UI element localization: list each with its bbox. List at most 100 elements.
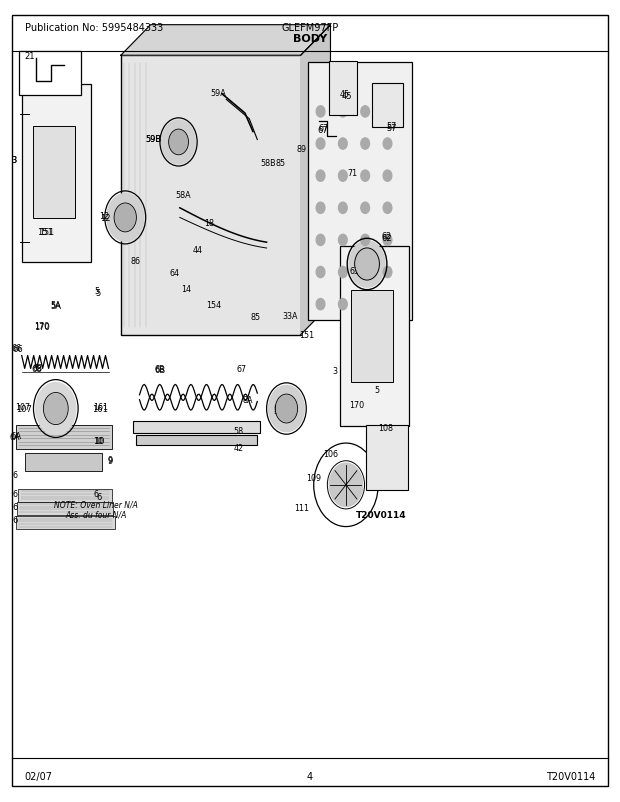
Text: 8A: 8A — [243, 395, 253, 405]
Bar — [308, 63, 412, 321]
Text: 5: 5 — [374, 385, 379, 395]
Text: 9: 9 — [108, 456, 113, 466]
Text: 67: 67 — [237, 364, 247, 374]
Text: BODY: BODY — [293, 34, 327, 43]
Text: 5A: 5A — [50, 302, 61, 311]
Text: 106: 106 — [323, 449, 338, 459]
Circle shape — [383, 203, 392, 214]
Text: 6: 6 — [94, 489, 99, 499]
Text: 12: 12 — [100, 213, 110, 223]
Circle shape — [316, 203, 325, 214]
Text: 108: 108 — [378, 423, 393, 433]
Text: 6A: 6A — [10, 431, 21, 440]
Text: 33A: 33A — [283, 311, 298, 321]
Text: 42: 42 — [234, 443, 244, 452]
Text: 161: 161 — [92, 404, 108, 414]
Circle shape — [383, 139, 392, 150]
Circle shape — [339, 203, 347, 214]
Text: 151: 151 — [299, 330, 314, 340]
Circle shape — [361, 299, 370, 310]
Text: 5: 5 — [95, 286, 100, 296]
Circle shape — [339, 139, 347, 150]
Text: Publication No: 5995484333: Publication No: 5995484333 — [25, 23, 163, 33]
Circle shape — [383, 235, 392, 246]
Circle shape — [361, 203, 370, 214]
Bar — [19, 52, 81, 96]
Text: 67: 67 — [319, 124, 329, 133]
Bar — [372, 83, 403, 128]
Bar — [33, 127, 75, 219]
Text: 02/07: 02/07 — [25, 772, 53, 781]
Circle shape — [316, 299, 325, 310]
Text: 62: 62 — [381, 233, 392, 243]
Bar — [17, 502, 113, 515]
Text: 59A: 59A — [210, 89, 226, 99]
Circle shape — [361, 107, 370, 118]
Polygon shape — [121, 26, 330, 56]
Circle shape — [329, 464, 363, 507]
Circle shape — [115, 205, 135, 231]
Text: 66: 66 — [12, 344, 23, 354]
Bar — [340, 246, 409, 427]
Text: GLEFM97FP: GLEFM97FP — [281, 23, 339, 33]
Text: T20V0114: T20V0114 — [546, 772, 595, 781]
Text: 45: 45 — [340, 90, 350, 99]
Circle shape — [107, 194, 144, 242]
Text: 86: 86 — [130, 257, 140, 266]
Circle shape — [349, 241, 385, 288]
Bar — [16, 425, 112, 449]
Text: 85: 85 — [251, 313, 261, 322]
Text: 66: 66 — [12, 343, 22, 353]
Text: 9: 9 — [107, 456, 112, 465]
Text: 5: 5 — [95, 288, 100, 298]
Text: 3: 3 — [11, 156, 16, 165]
Circle shape — [277, 396, 296, 422]
Circle shape — [339, 299, 347, 310]
Circle shape — [316, 267, 325, 278]
Circle shape — [162, 121, 195, 164]
Text: 170: 170 — [350, 400, 365, 410]
Text: 170: 170 — [35, 322, 50, 331]
Text: 5A: 5A — [273, 404, 285, 414]
Bar — [351, 290, 393, 383]
Circle shape — [268, 386, 304, 432]
Text: 64: 64 — [170, 268, 180, 277]
Bar — [133, 422, 260, 433]
Text: 6: 6 — [12, 470, 17, 480]
Circle shape — [356, 250, 378, 279]
Bar — [25, 454, 102, 472]
Circle shape — [361, 171, 370, 182]
Bar — [121, 56, 301, 335]
Bar — [18, 489, 112, 502]
Text: 170: 170 — [34, 322, 50, 332]
Bar — [329, 62, 357, 116]
Text: 58A: 58A — [175, 191, 192, 200]
Text: 6A: 6A — [10, 432, 20, 442]
Text: 5A: 5A — [273, 406, 285, 415]
Text: T20V0114: T20V0114 — [356, 510, 407, 520]
Text: 10: 10 — [94, 436, 104, 446]
Circle shape — [316, 139, 325, 150]
Text: 109: 109 — [306, 473, 321, 483]
Text: 62: 62 — [382, 231, 392, 241]
Bar — [22, 85, 91, 263]
Text: NOTE: Oven Liner N/A
Ass. du four N/A: NOTE: Oven Liner N/A Ass. du four N/A — [54, 500, 138, 519]
Text: 107: 107 — [16, 404, 32, 414]
Text: 6B: 6B — [154, 366, 166, 375]
Text: 59B: 59B — [146, 135, 162, 144]
Circle shape — [316, 107, 325, 118]
Circle shape — [339, 235, 347, 246]
Text: 21: 21 — [25, 51, 35, 61]
Text: 57: 57 — [387, 122, 397, 132]
Circle shape — [316, 235, 325, 246]
Text: 6: 6 — [97, 492, 102, 502]
Text: 111: 111 — [294, 503, 309, 512]
Text: 6: 6 — [13, 515, 18, 525]
Text: 6: 6 — [13, 502, 18, 512]
Text: 10: 10 — [94, 436, 104, 446]
Text: 110: 110 — [335, 483, 350, 492]
Text: 3: 3 — [332, 367, 337, 376]
Text: 71: 71 — [347, 168, 357, 178]
Circle shape — [383, 299, 392, 310]
Text: 107: 107 — [16, 403, 30, 412]
